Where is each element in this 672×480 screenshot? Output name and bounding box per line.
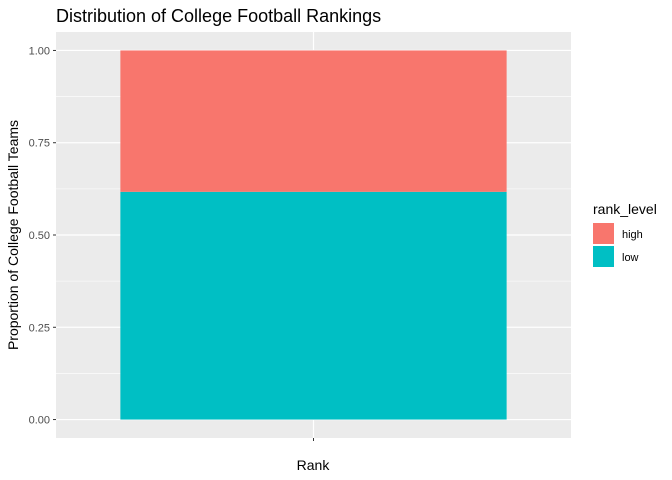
bar-segment-high — [120, 50, 507, 192]
legend-label-high: high — [622, 229, 643, 241]
legend: rank_level high low — [593, 201, 657, 267]
bar-segment-low — [120, 191, 507, 420]
chart-title: Distribution of College Football Ranking… — [56, 6, 381, 26]
y-tick-label: 0.25 — [29, 322, 50, 334]
legend-key-high — [593, 223, 614, 244]
x-axis-title: Rank — [297, 457, 331, 473]
y-axis: 0.00 0.25 0.50 0.75 1.00 — [29, 45, 56, 427]
legend-label-low: low — [622, 252, 639, 264]
legend-title: rank_level — [593, 201, 657, 217]
y-axis-title: Proportion of College Football Teams — [5, 120, 21, 350]
y-tick-label: 0.00 — [29, 415, 50, 427]
bars — [120, 50, 507, 420]
legend-key-low — [593, 246, 614, 267]
y-tick-label: 1.00 — [29, 45, 50, 57]
y-tick-label: 0.75 — [29, 138, 50, 150]
y-tick-label: 0.50 — [29, 230, 50, 242]
